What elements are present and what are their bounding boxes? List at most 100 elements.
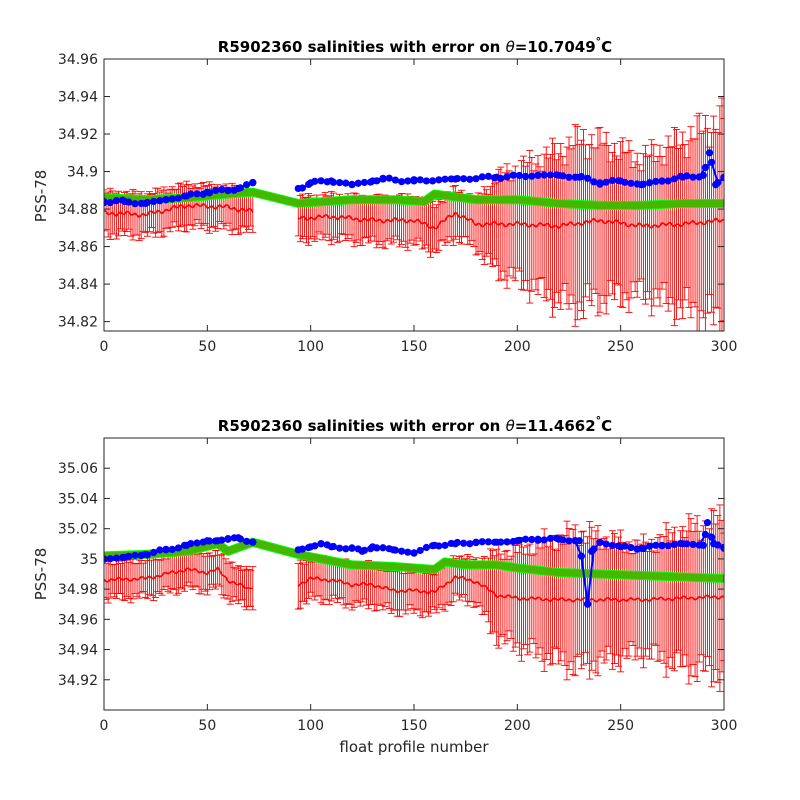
float-marker — [565, 173, 573, 181]
float-marker — [528, 172, 536, 180]
float-marker — [162, 546, 170, 554]
float-marker — [699, 171, 707, 179]
float-marker — [183, 192, 191, 200]
error-bars — [104, 504, 724, 692]
float-marker — [602, 540, 610, 548]
x-axis-label: float profile number — [339, 738, 489, 756]
float-marker — [212, 186, 220, 195]
float-marker — [596, 538, 604, 546]
x-tick-label: 250 — [607, 718, 634, 734]
float-marker — [584, 174, 592, 182]
float-marker — [652, 541, 660, 549]
float-marker — [193, 539, 201, 547]
float-marker — [348, 181, 356, 189]
float-marker — [327, 177, 335, 185]
float-marker — [664, 177, 672, 185]
float-marker — [705, 149, 714, 157]
float-marker — [342, 545, 350, 553]
float-marker — [515, 171, 524, 180]
float-marker — [575, 537, 583, 545]
float-marker — [590, 178, 598, 186]
float-marker — [602, 178, 610, 186]
x-tick-label: 0 — [100, 339, 109, 355]
y-tick-label: 34.94 — [58, 90, 98, 106]
float-marker — [646, 542, 654, 550]
bottom-salinity-chart: R5902360 salinities with error on θ=11.4… — [32, 414, 737, 734]
float-marker — [627, 543, 635, 552]
float-marker — [174, 194, 182, 202]
float-marker — [342, 179, 350, 187]
float-marker — [664, 542, 672, 550]
float-marker — [354, 179, 362, 187]
float-marker — [422, 177, 430, 185]
float-marker — [422, 543, 430, 552]
float-marker — [294, 546, 302, 554]
float-marker — [168, 545, 176, 554]
float-marker — [429, 177, 437, 185]
float-marker — [385, 174, 393, 182]
float-marker — [224, 535, 232, 543]
calibrated-salinity-line — [104, 565, 253, 590]
float-marker — [193, 190, 201, 198]
x-tick-label: 50 — [198, 718, 216, 734]
float-marker — [379, 175, 387, 183]
float-marker — [104, 197, 108, 206]
float-marker — [577, 552, 586, 560]
float-marker — [534, 535, 542, 543]
float-marker — [106, 199, 114, 207]
float-marker — [720, 544, 724, 552]
float-markers — [104, 149, 724, 208]
y-tick-label: 34.86 — [58, 240, 98, 256]
float-marker — [156, 197, 164, 205]
float-marker — [168, 195, 176, 203]
error-bar — [720, 118, 724, 322]
float-marker — [608, 541, 617, 550]
float-marker — [162, 196, 170, 204]
x-tick-label: 100 — [297, 339, 324, 355]
float-marker — [513, 537, 521, 545]
float-marker — [183, 541, 191, 549]
y-tick-label: 34.96 — [58, 612, 98, 628]
bottom-plot-area: 0 50 100 150 200 250 300 34.92 34.94 34.96 34.98 35… — [58, 437, 737, 734]
y-tick-label: 35 — [80, 552, 98, 568]
calibrated-salinity-line — [298, 211, 724, 230]
float-marker — [503, 173, 511, 181]
float-marker — [528, 535, 536, 544]
float-marker — [203, 537, 211, 545]
float-marker — [218, 186, 226, 194]
float-marker — [522, 172, 530, 181]
float-marker — [546, 534, 555, 543]
float-marker — [484, 538, 492, 546]
float-marker — [472, 538, 480, 546]
y-tick-label: 35.04 — [58, 491, 98, 507]
float-marker — [720, 173, 724, 181]
float-marker — [699, 541, 707, 549]
y-tick-label: 35.06 — [58, 461, 98, 477]
float-marker — [156, 546, 164, 554]
float-marker — [317, 177, 325, 185]
float-marker — [243, 537, 251, 545]
float-marker — [679, 540, 687, 548]
float-marker — [451, 540, 459, 548]
float-marker — [608, 176, 617, 185]
float-marker — [441, 541, 449, 549]
float-marker — [389, 546, 397, 554]
float-marker — [689, 173, 697, 181]
float-marker — [565, 537, 573, 545]
x-tick-label: 250 — [607, 339, 634, 355]
float-marker — [658, 177, 666, 185]
float-marker — [493, 538, 501, 546]
float-marker — [555, 535, 563, 543]
float-marker — [131, 551, 139, 559]
float-marker — [652, 177, 660, 186]
float-marker — [710, 540, 718, 548]
float-marker — [627, 179, 635, 187]
float-marker — [131, 200, 139, 208]
float-marker — [617, 543, 625, 551]
y-tick-label: 34.88 — [58, 202, 98, 218]
float-marker — [493, 173, 501, 181]
float-marker — [540, 171, 548, 179]
float-marker — [451, 175, 459, 183]
float-marker — [540, 536, 548, 544]
float-marker — [327, 543, 335, 551]
